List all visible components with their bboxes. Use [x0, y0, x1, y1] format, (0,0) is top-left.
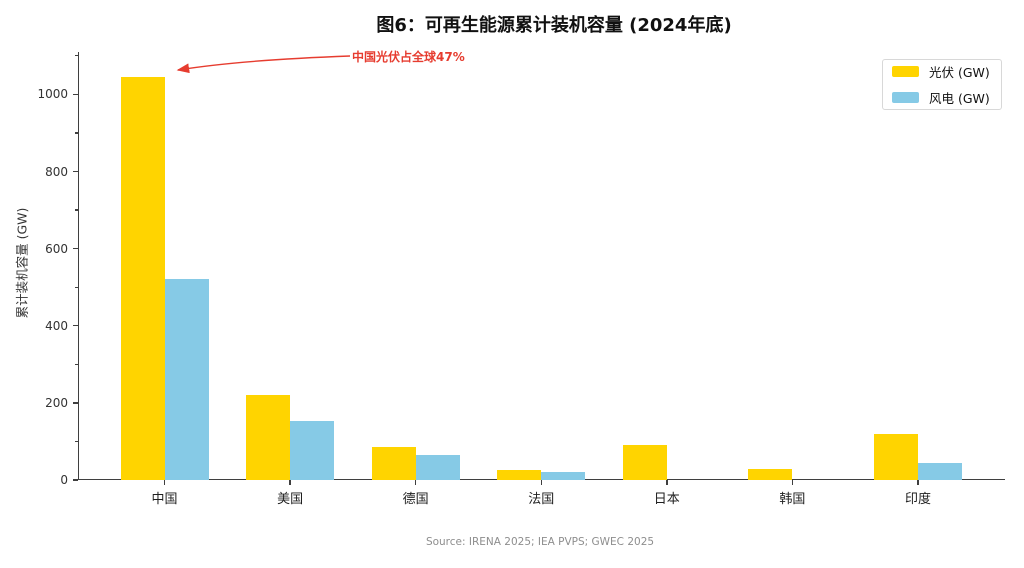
bar-pv-韩国	[748, 469, 793, 480]
x-tick	[540, 480, 542, 485]
y-major-tick	[72, 247, 78, 250]
x-tick-label: 美国	[277, 492, 304, 507]
x-tick-label: 德国	[402, 492, 429, 507]
bar-pv-中国	[120, 77, 165, 480]
y-major-tick	[72, 479, 78, 481]
x-tick	[289, 480, 291, 485]
y-minor-tick	[74, 440, 78, 443]
x-tick-label: 中国	[151, 492, 178, 507]
y-tick-label: 800	[45, 164, 68, 179]
bar-pv-美国	[246, 395, 291, 480]
x-tick	[791, 480, 794, 485]
legend-label-pv: 光伏 (GW)	[929, 65, 990, 80]
y-minor-tick	[74, 132, 78, 134]
x-tick-label: 印度	[904, 492, 931, 507]
figure-title: 图6：可再生能源累计装机容量 (2024年底)	[376, 15, 732, 36]
annotation-text: 中国光伏占全球47%	[352, 50, 465, 64]
y-minor-tick	[74, 286, 78, 288]
legend-swatch-pv-icon	[892, 66, 919, 77]
bar-pv-日本	[622, 445, 667, 480]
y-tick-label: 0	[60, 473, 68, 487]
x-tick	[917, 480, 919, 485]
bar-wind-美国	[290, 421, 335, 480]
y-tick-label: 400	[45, 318, 68, 333]
y-major-tick	[72, 325, 78, 327]
legend-label-wind: 风电 (GW)	[929, 91, 990, 106]
bar-pv-印度	[873, 433, 918, 480]
y-minor-tick	[74, 363, 78, 365]
y-axis-line	[78, 52, 80, 480]
bar-wind-印度	[917, 462, 962, 480]
x-tick	[163, 480, 166, 485]
y-tick-label: 600	[45, 241, 68, 256]
legend-swatch-wind-icon	[892, 92, 919, 103]
x-tick-label: 法国	[528, 492, 555, 507]
bar-wind-德国	[415, 454, 460, 480]
y-major-tick	[72, 93, 78, 96]
y-minor-tick	[74, 209, 78, 211]
source-note: Source: IRENA 2025; IEA PVPS; GWEC 2025	[425, 536, 655, 548]
bar-pv-德国	[371, 447, 416, 480]
y-tick-label: 200	[45, 395, 68, 410]
y-major-tick	[72, 402, 78, 404]
y-minor-tick	[74, 55, 78, 57]
bar-wind-法国	[541, 472, 586, 480]
bar-wind-中国	[164, 279, 209, 480]
y-tick-label: 1000	[37, 87, 68, 102]
legend-item-pv: 光伏 (GW)	[892, 62, 1001, 81]
bar-pv-法国	[497, 470, 542, 480]
x-tick-label: 韩国	[779, 492, 806, 507]
x-tick-label: 日本	[653, 492, 680, 507]
legend: 光伏 (GW) 风电 (GW)	[882, 59, 1002, 110]
y-axis-label: 累计装机容量 (GW)	[14, 207, 30, 319]
x-tick	[666, 480, 668, 485]
y-major-tick	[72, 170, 78, 173]
legend-item-wind: 风电 (GW)	[892, 88, 1001, 107]
x-tick	[414, 480, 417, 485]
